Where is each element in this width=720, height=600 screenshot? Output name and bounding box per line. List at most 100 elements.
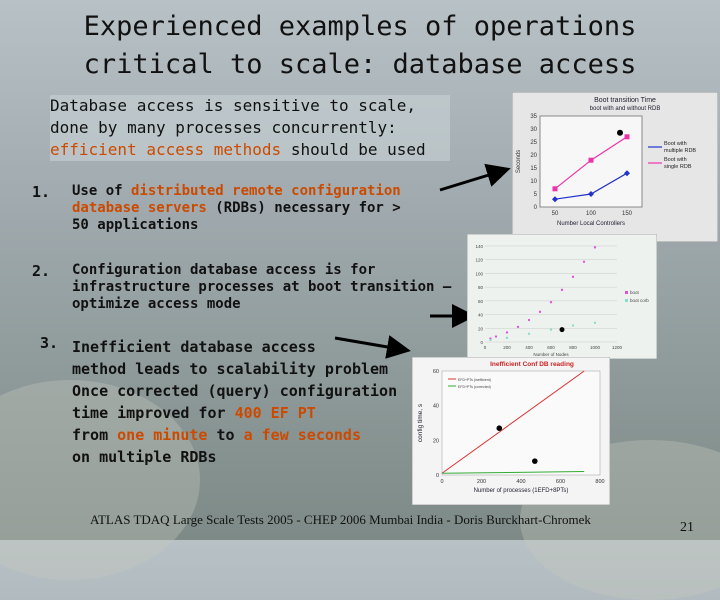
chart-title: Boot transition Time (594, 97, 656, 104)
x-tick-label: 600 (547, 345, 555, 350)
series-line (441, 471, 585, 474)
y-tick-label: 40 (478, 313, 484, 318)
annotation-dot (496, 425, 503, 431)
legend-label: boot (630, 290, 640, 295)
x-tick-label: 1200 (612, 345, 623, 350)
item-3-text-span: time improved for (72, 404, 235, 422)
data-point (560, 288, 564, 292)
item-3-line: time improved for 400 EF PT (72, 402, 412, 424)
item-1-highlight: distributed remote configuration databas… (72, 183, 401, 216)
data-point (527, 318, 531, 322)
data-point (593, 246, 597, 249)
data-point (624, 170, 630, 177)
y-tick-label: 30 (530, 127, 537, 133)
item-3-highlight: 400 EF PT (234, 404, 316, 422)
y-tick-label: 15 (530, 166, 537, 172)
x-axis-label: Number of Nodes (533, 352, 569, 357)
x-axis-label: Number Local Controllers (557, 221, 625, 227)
data-point (593, 321, 597, 324)
annotation-dot (617, 129, 623, 136)
y-tick-label: 25 (530, 140, 537, 146)
x-tick-label: 200 (477, 479, 486, 485)
item-3-line: from one minute to a few seconds (72, 424, 412, 446)
y-tick-label: 120 (475, 258, 483, 263)
data-point (552, 196, 558, 203)
y-tick-label: 60 (433, 369, 439, 375)
data-point (571, 324, 575, 327)
item-1-pre: Use of (72, 183, 132, 199)
x-tick-label: 0 (440, 479, 443, 485)
x-tick-label: 50 (552, 211, 559, 217)
y-tick-label: 10 (530, 179, 537, 185)
item-3-highlight: one minute (117, 426, 208, 444)
data-point (538, 310, 542, 314)
data-point (549, 328, 553, 331)
item-3-text-span: from (72, 426, 118, 444)
data-point (549, 301, 553, 304)
footer-text: ATLAS TDAQ Large Scale Tests 2005 - CHEP… (90, 512, 591, 527)
intro-text: Database access is sensitive to scale, d… (50, 96, 417, 137)
data-point (588, 157, 594, 163)
item-1-post: (RDBs) necessary for > 50 applications (72, 200, 401, 233)
legend-label: boot corb (630, 298, 649, 303)
legend-swatch (625, 299, 628, 302)
y-tick-label: 0 (534, 205, 538, 211)
arrow-1 (439, 163, 511, 192)
y-tick-label: 0 (480, 340, 483, 345)
y-axis-label: config time, s (417, 403, 424, 442)
item-3-line: on multiple RDBs (72, 448, 217, 466)
item-3-number: 3. (40, 334, 59, 352)
y-tick-label: 0 (436, 473, 439, 479)
chart-background (467, 234, 657, 359)
y-axis-label: Seconds (516, 150, 522, 173)
y-tick-label: 40 (433, 404, 439, 410)
y-tick-label: 35 (530, 114, 537, 120)
page-number: 21 (680, 520, 694, 535)
boot-transition-chart: Boot transition Time boot with and withou… (512, 92, 718, 242)
x-tick-label: 1000 (590, 345, 601, 350)
item-1-number: 1. (32, 183, 51, 201)
x-tick-label: 400 (525, 345, 533, 350)
intro-text-end: should be used (281, 140, 426, 159)
x-tick-label: 150 (622, 211, 633, 217)
legend-label: Boot with (664, 157, 687, 163)
legend-swatch (625, 291, 628, 294)
x-tick-label: 400 (516, 479, 525, 485)
data-point (516, 325, 520, 329)
intro-highlight: efficient access methods (50, 140, 282, 159)
data-point (624, 134, 630, 140)
legend-label: Boot with (664, 141, 687, 147)
data-point (505, 336, 509, 340)
y-tick-label: 5 (534, 192, 538, 198)
item-1-text: Use of distributed remote configuration … (72, 183, 417, 234)
data-point (582, 260, 586, 263)
data-point (489, 338, 492, 342)
annotation-dot (559, 327, 565, 333)
series-line (441, 370, 585, 474)
y-tick-label: 20 (478, 326, 484, 331)
chart-title: Inefficient Conf DB reading (490, 361, 574, 368)
x-tick-label: 200 (503, 345, 511, 350)
data-point (494, 335, 498, 338)
chart-subtitle: boot with and without RDB (590, 106, 661, 112)
x-tick-label: 0 (484, 345, 487, 350)
x-tick-label: 800 (595, 479, 604, 485)
item-3-line: Once corrected (query) configuration (72, 382, 398, 400)
item-3-highlight: a few seconds (243, 426, 361, 444)
data-point (571, 275, 575, 279)
y-tick-label: 60 (478, 299, 484, 304)
legend-label: EFD+PTs (corrected) (458, 385, 491, 389)
x-tick-label: 100 (586, 211, 597, 217)
y-tick-label: 100 (475, 271, 483, 276)
data-point (552, 186, 558, 192)
x-tick-label: 600 (556, 479, 565, 485)
item-3-text: Inefficient database access method leads… (72, 336, 412, 468)
plot-area (441, 370, 601, 476)
x-tick-label: 800 (569, 345, 577, 350)
data-point (505, 331, 509, 334)
legend-label: EFD+PTs (inefficient) (458, 378, 491, 382)
item-3-line: Inefficient database access (72, 338, 316, 356)
legend-label: multiple RDB (664, 148, 696, 154)
